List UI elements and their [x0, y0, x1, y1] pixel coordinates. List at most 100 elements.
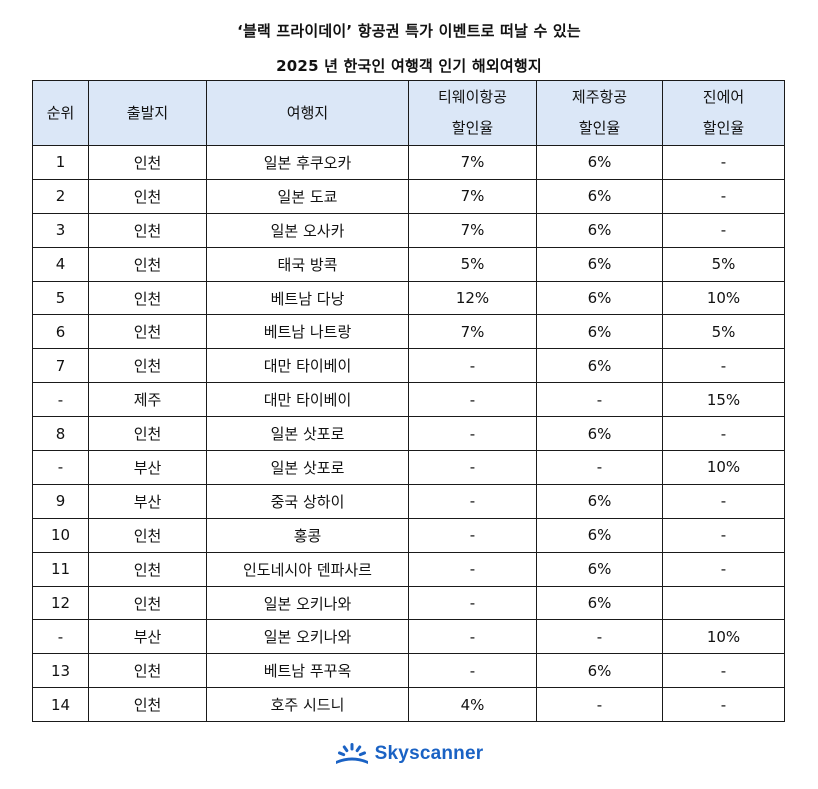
header-rank: 순위: [32, 80, 89, 146]
cell-jeju: -: [536, 687, 663, 723]
cell-destination: 베트남 푸꾸옥: [206, 653, 409, 689]
cell-departure: 부산: [88, 619, 207, 655]
table-row: 12 인천 일본 오키나와 -6%: [32, 585, 785, 621]
table-row: 4 인천 태국 방콕 5% 6% 5%: [32, 246, 785, 282]
cell-jeju: -: [536, 382, 663, 418]
cell-rank: -: [32, 450, 89, 485]
cell-jeju: 6%: [536, 416, 663, 452]
cell-rank: 12: [32, 585, 89, 621]
table-row: 8 인천 일본 삿포로 -6% -: [32, 416, 785, 452]
cell-jeju: -: [536, 619, 663, 655]
table-row: 14 인천 호주 시드니 4% - -: [32, 687, 785, 723]
cell-destination: 일본 삿포로: [206, 416, 409, 452]
skyscanner-sunrise-icon: [335, 743, 368, 764]
cell-jinair: -: [662, 687, 785, 723]
table-row: 7 인천 대만 타이베이 -6% -: [32, 348, 785, 384]
cell-rank: 8: [32, 416, 89, 452]
cell-rank: 7: [32, 348, 89, 384]
cell-destination: 일본 오키나와: [206, 585, 409, 621]
cell-tway: 7%: [408, 178, 537, 214]
cell-rank: 10: [32, 517, 89, 553]
table-row: 3 인천 일본 오사카 7% 6% -: [32, 212, 785, 248]
cell-destination: 중국 상하이: [206, 483, 409, 519]
table-row: - 제주 대만 타이베이 - -15%: [32, 382, 785, 418]
cell-tway: -: [408, 619, 537, 655]
cell-departure: 인천: [88, 416, 207, 452]
cell-tway: -: [408, 517, 537, 553]
cell-jeju: 6%: [536, 246, 663, 282]
table-row: - 부산 일본 오키나와 - -10%: [32, 619, 785, 655]
cell-destination: 홍콩: [206, 517, 409, 553]
cell-destination: 대만 타이베이: [206, 348, 409, 384]
header-departure: 출발지: [88, 80, 207, 146]
table-row: 2 인천 일본 도쿄 7% 6% -: [32, 178, 785, 214]
cell-rank: 3: [32, 212, 89, 248]
cell-jinair: 10%: [662, 619, 785, 655]
cell-tway: 7%: [408, 145, 537, 180]
cell-rank: 13: [32, 653, 89, 689]
table-row: 13 인천 베트남 푸꾸옥 -6% -: [32, 653, 785, 689]
cell-tway: -: [408, 585, 537, 621]
table-row: 10 인천 홍콩 -6% -: [32, 517, 785, 553]
cell-tway: -: [408, 653, 537, 689]
cell-rank: 14: [32, 687, 89, 723]
table-row: 5 인천 베트남 다낭 12% 6% 10%: [32, 280, 785, 316]
cell-rank: 1: [32, 145, 89, 180]
cell-tway: -: [408, 551, 537, 587]
cell-jinair: -: [662, 348, 785, 384]
cell-jinair: -: [662, 653, 785, 689]
cell-jinair: -: [662, 483, 785, 519]
header-tway-rate: 할인율: [451, 119, 494, 137]
cell-destination: 베트남 나트랑: [206, 314, 409, 350]
cell-tway: -: [408, 348, 537, 384]
cell-jeju: 6%: [536, 551, 663, 587]
cell-destination: 태국 방콕: [206, 246, 409, 282]
cell-departure: 인천: [88, 517, 207, 553]
cell-departure: 인천: [88, 348, 207, 384]
header-jeju-rate: 할인율: [578, 119, 621, 137]
cell-jinair: -: [662, 212, 785, 248]
cell-jeju: 6%: [536, 517, 663, 553]
cell-departure: 인천: [88, 653, 207, 689]
cell-jinair: 5%: [662, 246, 785, 282]
cell-destination: 일본 후쿠오카: [206, 145, 409, 180]
cell-departure: 인천: [88, 280, 207, 316]
cell-tway: -: [408, 483, 537, 519]
table-row: 6 인천 베트남 나트랑 7% 6% 5%: [32, 314, 785, 350]
cell-rank: 2: [32, 178, 89, 214]
cell-jinair: -: [662, 551, 785, 587]
cell-departure: 인천: [88, 585, 207, 621]
cell-destination: 일본 오사카: [206, 212, 409, 248]
cell-jeju: 6%: [536, 178, 663, 214]
header-jeju-airline: 제주항공: [571, 88, 628, 106]
cell-destination: 일본 오키나와: [206, 619, 409, 655]
cell-jinair: -: [662, 145, 785, 180]
header-jinair-airline: 진에어: [702, 88, 745, 106]
cell-departure: 부산: [88, 483, 207, 519]
skyscanner-logo: Skyscanner: [0, 742, 818, 766]
cell-jeju: 6%: [536, 585, 663, 621]
cell-destination: 인도네시아 덴파사르: [206, 551, 409, 587]
cell-jeju: 6%: [536, 653, 663, 689]
cell-jinair: -: [662, 416, 785, 452]
cell-rank: 9: [32, 483, 89, 519]
cell-jeju: 6%: [536, 145, 663, 180]
cell-tway: 7%: [408, 212, 537, 248]
cell-jinair: 15%: [662, 382, 785, 418]
discount-table: 순위 출발지 여행지 티웨이항공 할인율 제주항공 할인율 진에어 할인율 1 인천 일본…: [32, 80, 785, 723]
cell-destination: 일본 도쿄: [206, 178, 409, 214]
cell-jeju: 6%: [536, 212, 663, 248]
cell-tway: -: [408, 382, 537, 418]
header-tway-airline: 티웨이항공: [437, 88, 507, 106]
header-jinair-rate: 할인율: [702, 119, 745, 137]
cell-jeju: 6%: [536, 483, 663, 519]
cell-jinair: -: [662, 517, 785, 553]
cell-tway: 4%: [408, 687, 537, 723]
cell-jinair: [662, 585, 785, 621]
cell-destination: 베트남 다낭: [206, 280, 409, 316]
cell-jinair: 10%: [662, 450, 785, 485]
title-line-1: ‘블랙 프라이데이’ 항공권 특가 이벤트로 떠날 수 있는: [237, 22, 581, 40]
cell-departure: 인천: [88, 687, 207, 723]
